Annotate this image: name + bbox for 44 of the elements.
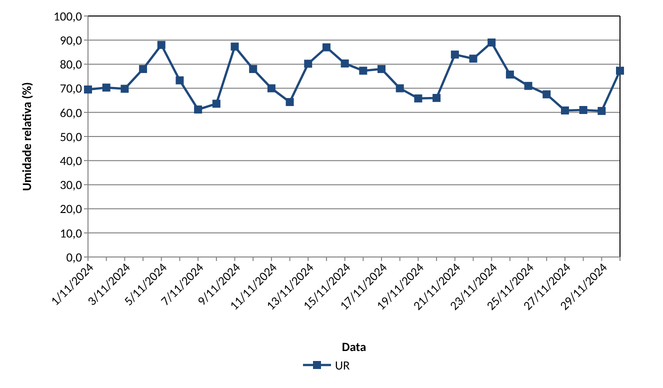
point <box>340 59 349 68</box>
point <box>286 98 294 106</box>
y-tick-label: 60,0 <box>60 106 83 121</box>
point <box>322 43 330 52</box>
point <box>194 106 202 114</box>
point <box>267 84 276 92</box>
y-tick-label: 40,0 <box>60 154 83 169</box>
point <box>139 65 148 74</box>
x-axis-title: Data <box>342 340 366 355</box>
point <box>157 40 166 49</box>
point <box>524 82 532 90</box>
y-tick-label: 10,0 <box>60 226 83 242</box>
point <box>304 60 312 68</box>
point <box>102 84 110 92</box>
y-axis-title: Umidade relativa (%) <box>20 82 35 191</box>
point <box>249 65 258 74</box>
legend-label: UR <box>335 358 350 374</box>
y-tick-label: 0,0 <box>66 250 83 266</box>
y-tick-label: 100,0 <box>54 9 83 24</box>
point <box>506 70 514 79</box>
point <box>378 65 386 74</box>
point <box>176 76 184 84</box>
point <box>469 54 478 63</box>
y-tick-label: 90,0 <box>60 33 83 48</box>
point <box>414 94 422 102</box>
point <box>450 50 459 59</box>
point <box>579 106 588 114</box>
y-tick-label: 70,0 <box>60 82 83 97</box>
point <box>488 38 496 47</box>
point <box>560 106 569 114</box>
point <box>359 66 368 75</box>
y-tick-label: 30,0 <box>60 178 83 194</box>
point <box>396 84 404 92</box>
point <box>212 100 220 108</box>
y-tick-label: 80,0 <box>60 58 83 73</box>
point <box>230 42 239 51</box>
point <box>616 66 624 75</box>
y-tick-label: 20,0 <box>60 202 83 218</box>
point <box>598 106 606 115</box>
point <box>542 90 551 98</box>
point <box>84 86 92 94</box>
point <box>432 94 441 102</box>
y-tick-label: 50,0 <box>60 130 83 145</box>
point <box>120 84 129 93</box>
